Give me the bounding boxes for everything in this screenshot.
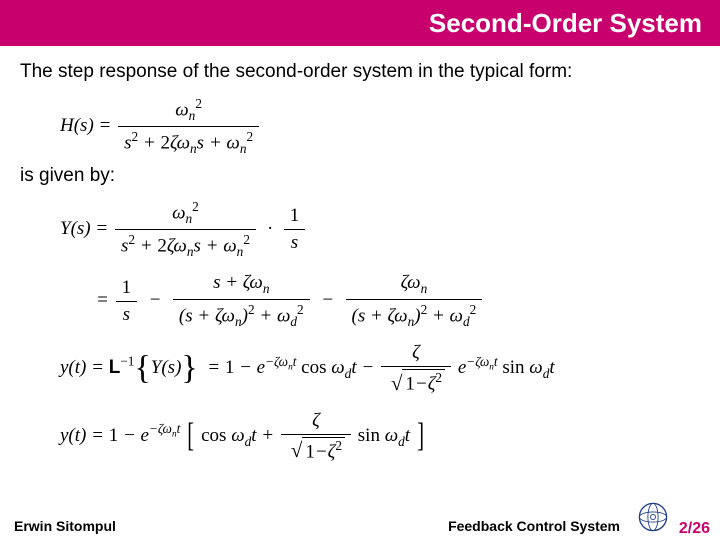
footer: Erwin Sitompul Feedback Control System	[0, 512, 720, 540]
university-logo-icon	[636, 500, 670, 534]
header-bar: Second-Order System	[0, 0, 720, 46]
intro-text: The step response of the second-order sy…	[20, 60, 700, 84]
footer-author: Erwin Sitompul	[14, 518, 116, 534]
formula-yt-inverse: y(t) = L−1{Y(s)} = 1 − e−ζωnt cos ωdt − …	[20, 342, 700, 395]
footer-course: Feedback Control System	[448, 518, 620, 534]
formula-ys: Y(s) = ωn2 s2 + 2ζωns + ωn2 · 1s	[20, 199, 700, 260]
page-number: 2/26	[679, 520, 710, 538]
given-by-text: is given by:	[20, 165, 700, 187]
slide-title: Second-Order System	[429, 8, 702, 39]
slide-content: The step response of the second-order sy…	[0, 46, 720, 463]
formula-yt-final: y(t) = 1 − e−ζωnt [ cos ωdt + ζ 1−ζ2 sin…	[20, 410, 700, 463]
formula-transfer-function: H(s) = ωn2 s2 + 2ζωns + ωn2	[20, 96, 700, 157]
formula-partial-fraction: = 1s − s + ζωn (s + ζωn)2 + ωd2 − ζωn (s…	[20, 272, 700, 330]
